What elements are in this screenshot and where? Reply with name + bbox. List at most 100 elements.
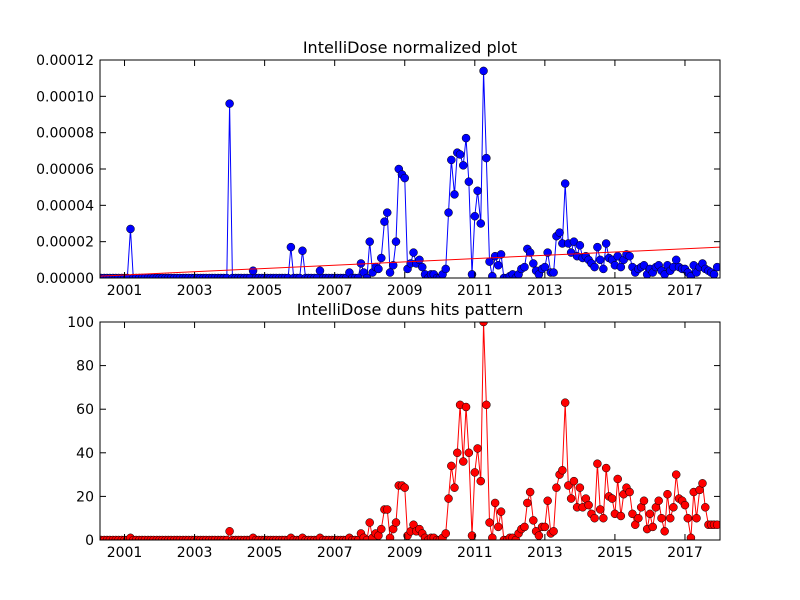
data-point <box>590 513 599 523</box>
data-point <box>520 262 529 272</box>
x-tick-label: 2005 <box>247 545 283 561</box>
data-point <box>552 483 561 492</box>
data-point <box>525 487 535 497</box>
data-point <box>529 259 538 268</box>
data-point <box>385 533 395 540</box>
data-point <box>482 400 491 410</box>
data-point <box>560 179 570 188</box>
x-tick-label: 2009 <box>387 283 423 299</box>
y-tick-label: 0.00004 <box>36 198 94 214</box>
data-point <box>365 237 374 246</box>
data-point <box>382 505 392 514</box>
data-point <box>461 402 471 412</box>
data-point <box>616 262 626 272</box>
data-point <box>473 186 482 196</box>
data-point <box>523 498 532 508</box>
data-point <box>385 268 395 277</box>
x-tick-label: 2007 <box>317 283 353 299</box>
data-point <box>543 248 552 257</box>
y-tick-label: 0 <box>85 533 94 549</box>
y-tick-label: 60 <box>76 402 94 418</box>
data-point <box>464 448 474 458</box>
data-point <box>634 513 643 523</box>
data-point <box>298 246 307 255</box>
data-point <box>543 496 552 506</box>
data-point <box>666 513 675 523</box>
data-point <box>482 153 491 163</box>
data-point <box>607 494 617 503</box>
data-point <box>549 268 558 277</box>
data-point <box>575 241 585 250</box>
data-point <box>601 239 611 248</box>
x-tick-label: 2001 <box>107 283 143 299</box>
x-tick-label: 2003 <box>177 545 213 561</box>
data-point <box>590 262 599 272</box>
data-point <box>540 522 550 532</box>
data-point <box>391 518 401 527</box>
data-point <box>286 242 296 252</box>
x-tick-label: 2017 <box>667 283 703 299</box>
data-point <box>663 489 672 499</box>
data-point <box>496 507 506 516</box>
plot-area <box>100 322 720 540</box>
y-tick-label: 0.00010 <box>36 89 94 105</box>
data-point <box>362 273 372 278</box>
data-point <box>400 483 409 492</box>
x-tick-label: 2011 <box>457 283 493 299</box>
x-tick-label: 2015 <box>597 283 633 299</box>
data-point <box>388 261 398 270</box>
x-tick-label: 2003 <box>177 283 213 299</box>
x-tick-label: 2015 <box>597 545 633 561</box>
y-tick-label: 40 <box>76 446 94 462</box>
data-point <box>625 487 634 497</box>
data-point <box>569 476 579 486</box>
data-point <box>415 255 424 265</box>
data-point <box>558 465 567 475</box>
data-point <box>564 481 573 490</box>
y-tick-label: 0.00002 <box>36 235 94 251</box>
data-point <box>698 479 707 488</box>
data-point <box>382 208 392 217</box>
data-point <box>450 483 459 492</box>
data-point <box>616 511 626 521</box>
y-tick-label: 0.00006 <box>36 162 94 178</box>
data-point <box>248 266 258 275</box>
data-point <box>450 190 459 199</box>
data-point <box>441 529 450 538</box>
data-point <box>712 262 720 272</box>
data-point <box>657 513 666 523</box>
data-point <box>560 398 570 407</box>
data-point <box>470 468 480 477</box>
x-tick-label: 2005 <box>247 283 283 299</box>
data-point <box>464 177 474 186</box>
data-point <box>377 253 386 263</box>
data-point <box>683 513 693 523</box>
data-point <box>584 500 593 510</box>
data-point <box>660 527 669 536</box>
data-point <box>494 261 503 270</box>
chart-title: IntelliDose duns hits pattern <box>297 300 524 319</box>
data-point <box>680 500 690 510</box>
data-point <box>453 448 462 458</box>
trend-line <box>100 246 720 277</box>
x-tick-label: 2009 <box>387 545 423 561</box>
x-tick-label: 2013 <box>527 545 563 561</box>
data-point <box>447 461 456 471</box>
data-point <box>540 262 550 272</box>
data-point <box>458 161 468 170</box>
data-point <box>686 533 696 540</box>
data-point <box>494 522 503 532</box>
data-point <box>126 224 135 234</box>
data-point <box>534 531 544 540</box>
data-point <box>391 237 401 246</box>
data-point <box>601 463 611 473</box>
data-point <box>645 509 655 519</box>
data-point <box>525 248 535 257</box>
data-point <box>595 255 605 265</box>
data-point <box>648 522 657 532</box>
data-point <box>455 150 465 159</box>
data-point <box>639 496 649 506</box>
data-point <box>529 516 538 525</box>
data-point <box>593 242 602 252</box>
